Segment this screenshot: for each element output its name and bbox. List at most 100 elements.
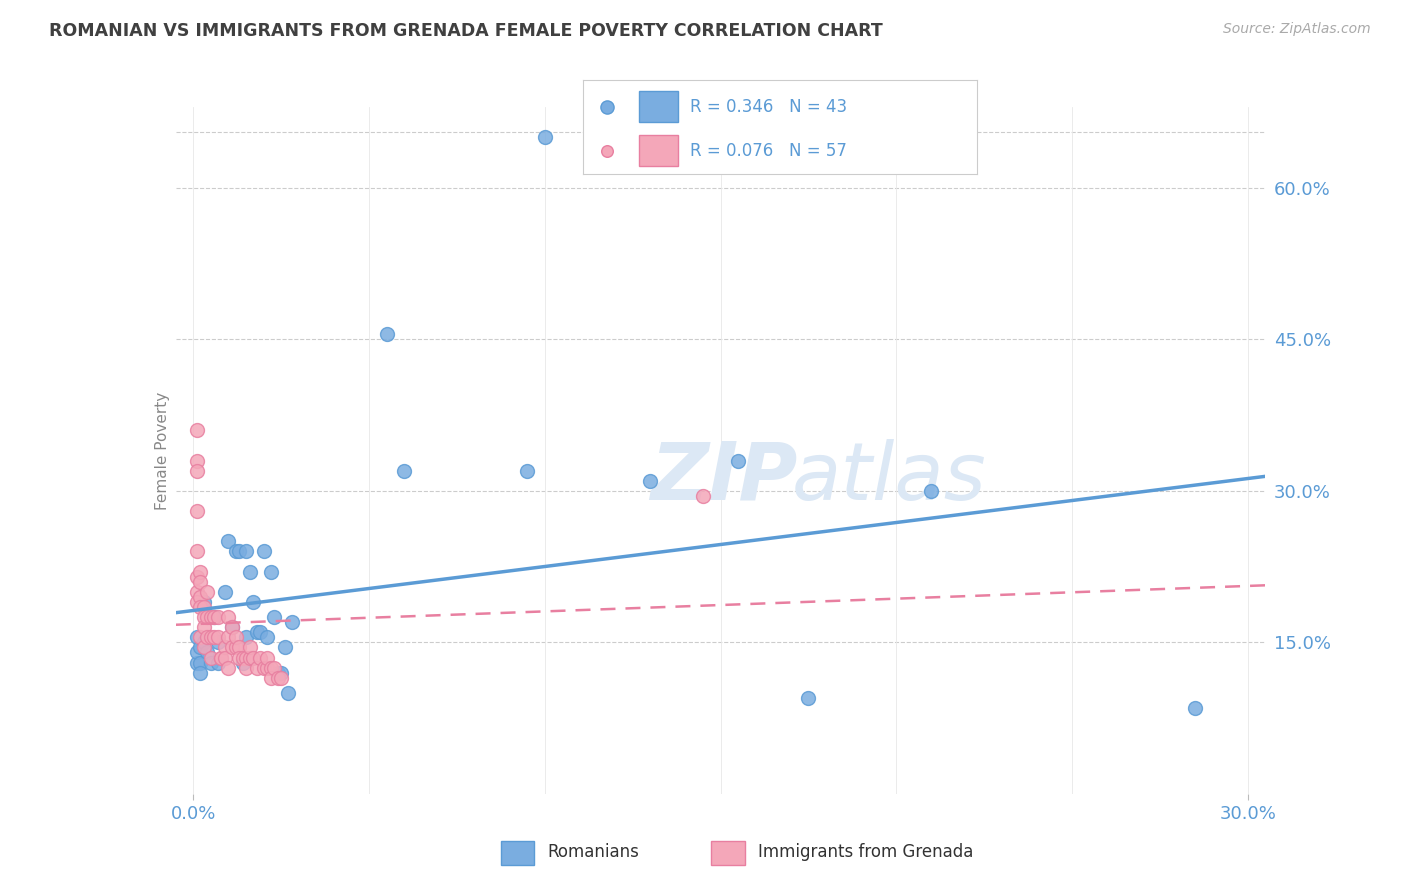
Point bbox=[197, 585, 219, 599]
Point bbox=[193, 640, 215, 655]
Point bbox=[225, 630, 247, 644]
Point bbox=[186, 570, 208, 584]
Point bbox=[186, 504, 208, 518]
Point bbox=[204, 610, 226, 624]
Point bbox=[1184, 701, 1206, 715]
Point bbox=[260, 565, 283, 579]
Point bbox=[267, 665, 290, 680]
Point bbox=[277, 686, 299, 700]
Point bbox=[253, 544, 276, 558]
Point bbox=[186, 645, 208, 659]
Text: ROMANIAN VS IMMIGRANTS FROM GRENADA FEMALE POVERTY CORRELATION CHART: ROMANIAN VS IMMIGRANTS FROM GRENADA FEMA… bbox=[49, 22, 883, 40]
Point bbox=[263, 660, 285, 674]
Point bbox=[727, 453, 749, 467]
Text: ZIP: ZIP bbox=[650, 439, 797, 517]
Text: Romanians: Romanians bbox=[547, 843, 638, 861]
Point bbox=[692, 489, 714, 503]
Point bbox=[596, 144, 619, 158]
Point bbox=[239, 650, 262, 665]
Point bbox=[214, 650, 236, 665]
Point bbox=[231, 650, 254, 665]
Point bbox=[204, 610, 226, 624]
Point bbox=[235, 630, 257, 644]
Point bbox=[242, 650, 264, 665]
Point bbox=[921, 483, 943, 498]
FancyBboxPatch shape bbox=[638, 135, 678, 167]
Point bbox=[235, 544, 257, 558]
Point bbox=[249, 625, 271, 640]
Point bbox=[188, 640, 212, 655]
Point bbox=[218, 610, 240, 624]
Point bbox=[186, 544, 208, 558]
Point bbox=[211, 650, 233, 665]
Point bbox=[186, 585, 208, 599]
Point bbox=[200, 630, 222, 644]
Point bbox=[188, 656, 212, 670]
Point bbox=[246, 660, 269, 674]
Point bbox=[218, 660, 240, 674]
Point bbox=[270, 665, 292, 680]
Point bbox=[188, 600, 212, 615]
Point bbox=[253, 660, 276, 674]
Point bbox=[267, 671, 290, 685]
Point bbox=[186, 423, 208, 437]
Point bbox=[186, 453, 208, 467]
Point bbox=[260, 660, 283, 674]
Point bbox=[188, 574, 212, 589]
Point bbox=[516, 464, 538, 478]
Point bbox=[193, 600, 215, 615]
Point bbox=[235, 650, 257, 665]
Point bbox=[640, 474, 662, 488]
Text: R = 0.346   N = 43: R = 0.346 N = 43 bbox=[690, 97, 846, 115]
Point bbox=[375, 327, 398, 342]
Point bbox=[263, 610, 285, 624]
Point bbox=[200, 610, 222, 624]
Point bbox=[186, 464, 208, 478]
Point bbox=[256, 650, 278, 665]
Point bbox=[214, 585, 236, 599]
Point bbox=[249, 650, 271, 665]
Point bbox=[221, 620, 243, 634]
Point bbox=[207, 656, 229, 670]
FancyBboxPatch shape bbox=[638, 91, 678, 122]
Point bbox=[228, 650, 250, 665]
Point bbox=[207, 635, 229, 649]
Point bbox=[228, 544, 250, 558]
Point bbox=[188, 665, 212, 680]
Point bbox=[193, 595, 215, 609]
Point bbox=[188, 565, 212, 579]
Point bbox=[797, 690, 820, 705]
Point bbox=[193, 635, 215, 649]
Y-axis label: Female Poverty: Female Poverty bbox=[155, 392, 170, 509]
Point bbox=[281, 615, 304, 630]
Point bbox=[228, 640, 250, 655]
Point bbox=[188, 590, 212, 604]
Point bbox=[218, 534, 240, 549]
Point bbox=[596, 99, 619, 113]
Text: atlas: atlas bbox=[792, 439, 986, 517]
FancyBboxPatch shape bbox=[501, 840, 534, 865]
Point bbox=[197, 645, 219, 659]
Text: Immigrants from Grenada: Immigrants from Grenada bbox=[758, 843, 973, 861]
Point bbox=[256, 660, 278, 674]
Point bbox=[235, 660, 257, 674]
Point bbox=[193, 610, 215, 624]
Point bbox=[270, 671, 292, 685]
Point bbox=[225, 640, 247, 655]
Point bbox=[204, 630, 226, 644]
FancyBboxPatch shape bbox=[711, 840, 745, 865]
Point bbox=[256, 630, 278, 644]
Point bbox=[394, 464, 416, 478]
Point bbox=[211, 650, 233, 665]
Point bbox=[534, 130, 557, 145]
Point bbox=[218, 630, 240, 644]
Point bbox=[274, 640, 297, 655]
Point bbox=[186, 595, 208, 609]
Text: R = 0.076   N = 57: R = 0.076 N = 57 bbox=[690, 142, 846, 160]
Point bbox=[231, 656, 254, 670]
Point bbox=[200, 656, 222, 670]
Point bbox=[221, 620, 243, 634]
Point bbox=[188, 630, 212, 644]
Point bbox=[197, 610, 219, 624]
Point bbox=[186, 656, 208, 670]
